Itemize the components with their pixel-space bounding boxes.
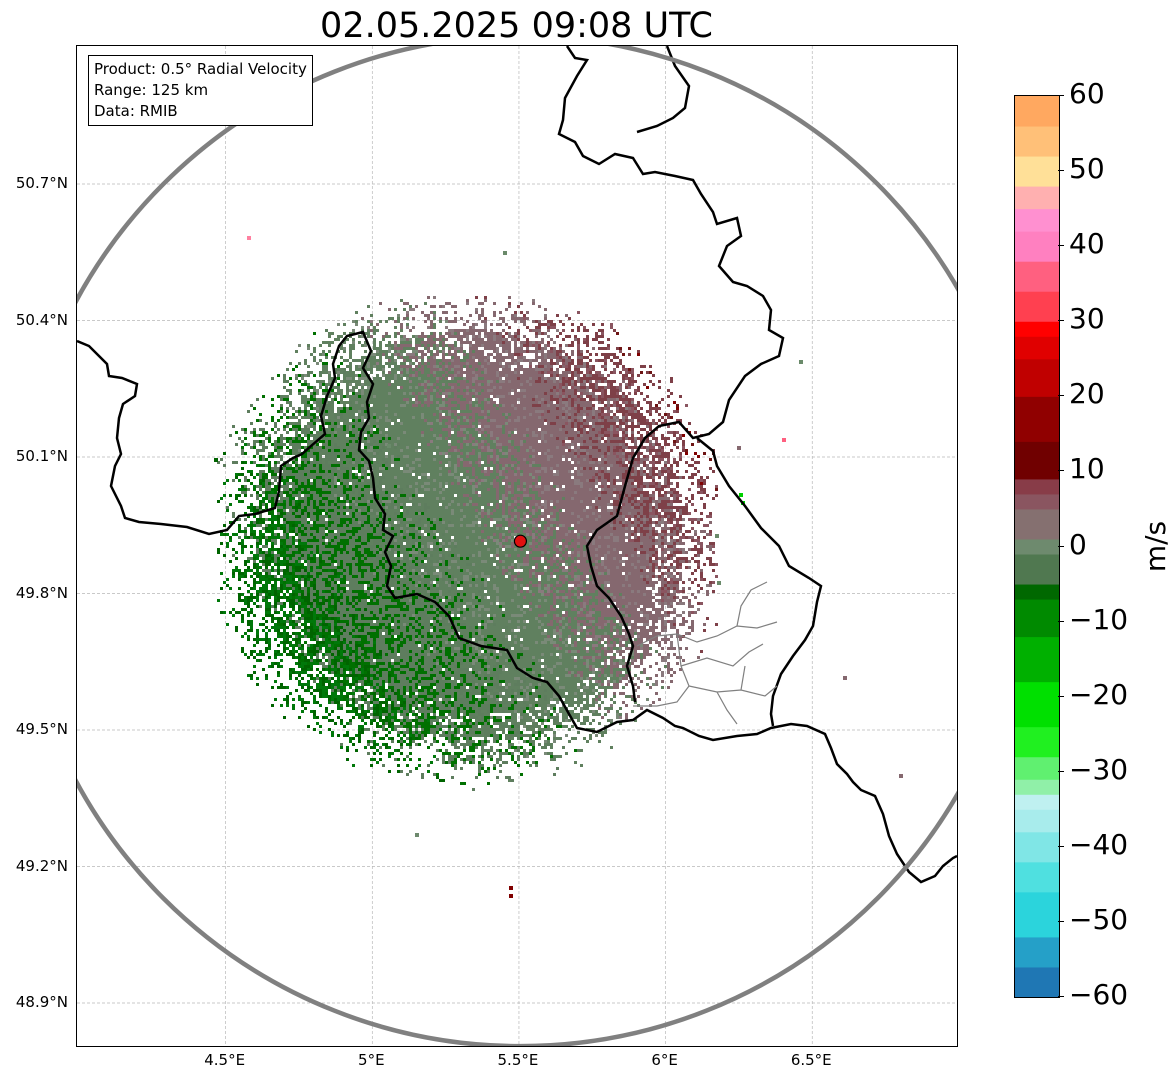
colorbar-tick bbox=[1058, 695, 1064, 697]
info-range: Range: 125 km bbox=[94, 81, 209, 99]
colorbar-segment bbox=[1015, 681, 1059, 728]
luxembourg-internal-borders bbox=[633, 581, 778, 725]
lon-tick-label: 6.5°E bbox=[790, 1051, 832, 1069]
colorbar-segment bbox=[1015, 508, 1059, 540]
lat-tick-label: 49.5°N bbox=[15, 720, 68, 738]
lat-tick-label: 49.2°N bbox=[15, 856, 68, 875]
colorbar-segment bbox=[1015, 538, 1059, 555]
colorbar-segment bbox=[1015, 756, 1059, 780]
country-borders bbox=[77, 46, 957, 884]
colorbar-segment bbox=[1015, 584, 1059, 600]
colorbar-segment bbox=[1015, 186, 1059, 210]
colorbar-tick-label: −10 bbox=[1069, 602, 1129, 636]
colorbar-tick bbox=[1058, 170, 1064, 172]
colorbar-segment bbox=[1015, 554, 1059, 585]
velocity-echoes bbox=[214, 236, 903, 898]
lat-tick-label: 50.7°N bbox=[15, 174, 68, 192]
map-title: 02.05.2025 09:08 UTC bbox=[320, 6, 713, 46]
info-data: Data: RMIB bbox=[94, 102, 178, 120]
colorbar-segment bbox=[1015, 966, 1059, 997]
colorbar-segment bbox=[1015, 321, 1059, 337]
lon-tick-label: 5°E bbox=[358, 1051, 385, 1069]
lat-tick-label: 49.8°N bbox=[15, 583, 68, 602]
colorbar-segment bbox=[1015, 936, 1059, 968]
colorbar-tick-label: 60 bbox=[1069, 77, 1105, 110]
colorbar-segment bbox=[1015, 861, 1059, 893]
colorbar-tick-label: −50 bbox=[1069, 902, 1129, 936]
colorbar-segment bbox=[1015, 599, 1059, 638]
colorbar-segment bbox=[1015, 636, 1059, 683]
colorbar-segment bbox=[1015, 831, 1059, 863]
velocity-colorbar bbox=[1014, 95, 1060, 998]
colorbar-segment bbox=[1015, 809, 1059, 833]
colorbar-segment bbox=[1015, 358, 1059, 397]
colorbar-tick bbox=[1058, 245, 1064, 247]
colorbar-segment bbox=[1015, 396, 1059, 442]
colorbar-tick bbox=[1058, 470, 1064, 472]
border-belgium-france-west bbox=[77, 330, 957, 884]
colorbar-tick-label: 10 bbox=[1069, 452, 1105, 486]
colorbar-segment bbox=[1015, 441, 1059, 480]
colorbar-segment bbox=[1015, 493, 1059, 510]
colorbar-tick-label: −20 bbox=[1069, 677, 1129, 711]
lon-tick-label: 5.5°E bbox=[497, 1051, 539, 1069]
info-product: Product: 0.5° Radial Velocity bbox=[94, 60, 307, 78]
colorbar-segment bbox=[1015, 231, 1059, 262]
colorbar-tick-label: 40 bbox=[1069, 227, 1105, 261]
colorbar-segment bbox=[1015, 291, 1059, 322]
radar-site-marker[interactable] bbox=[513, 534, 528, 548]
colorbar-segment bbox=[1015, 336, 1059, 360]
lat-tick-label: 48.9°N bbox=[15, 993, 68, 1011]
colorbar-tick-label: 50 bbox=[1069, 152, 1105, 186]
colorbar-tick bbox=[1058, 620, 1064, 622]
colorbar-tick-label: 0 bbox=[1069, 527, 1087, 561]
colorbar-tick bbox=[1058, 95, 1064, 96]
radar-map[interactable] bbox=[76, 45, 958, 1047]
colorbar-tick bbox=[1058, 996, 1064, 997]
colorbar-tick bbox=[1058, 395, 1064, 397]
border-northeast-topright bbox=[636, 46, 691, 134]
colorbar-tick-label: 30 bbox=[1069, 302, 1105, 336]
colorbar-segment bbox=[1015, 126, 1059, 157]
lat-tick-label: 50.4°N bbox=[15, 310, 68, 329]
colorbar-segment bbox=[1015, 779, 1059, 795]
border-luxembourg-east bbox=[696, 437, 823, 727]
colorbar-tick-label: −60 bbox=[1069, 978, 1129, 1011]
lon-tick-label: 6°E bbox=[651, 1051, 678, 1069]
colorbar-segment bbox=[1015, 891, 1059, 938]
lon-tick-label: 4.5°E bbox=[204, 1051, 246, 1069]
colorbar-tick bbox=[1058, 770, 1064, 772]
colorbar-tick-label: −40 bbox=[1069, 827, 1129, 861]
colorbar-segment bbox=[1015, 794, 1059, 810]
colorbar-segment bbox=[1015, 156, 1059, 187]
colorbar-segment bbox=[1015, 726, 1059, 758]
colorbar-tick-label: 20 bbox=[1069, 377, 1105, 411]
colorbar-gradient bbox=[1015, 96, 1059, 997]
colorbar-tick bbox=[1058, 545, 1064, 547]
radar-map-canvas bbox=[77, 46, 957, 1046]
colorbar-tick bbox=[1058, 845, 1064, 847]
colorbar-tick bbox=[1058, 320, 1064, 322]
colorbar-tick bbox=[1058, 920, 1064, 922]
colorbar-segment bbox=[1015, 96, 1059, 127]
colorbar-unit: m/s bbox=[1139, 520, 1171, 573]
lat-tick-label: 50.1°N bbox=[15, 447, 68, 465]
colorbar-segment bbox=[1015, 261, 1059, 292]
border-belgium-germany-east bbox=[557, 46, 785, 703]
colorbar-segment bbox=[1015, 478, 1059, 495]
product-info-box: Product: 0.5° Radial Velocity Range: 125… bbox=[88, 55, 313, 126]
colorbar-tick-label: −30 bbox=[1069, 752, 1129, 786]
colorbar-segment bbox=[1015, 208, 1059, 232]
